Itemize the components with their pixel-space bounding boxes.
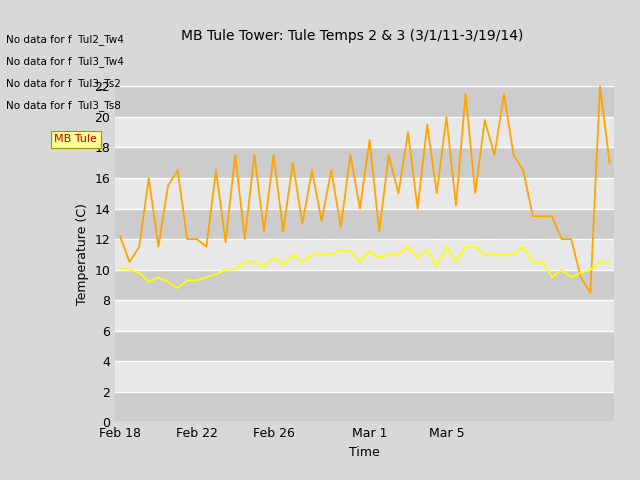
Bar — [115, 147, 614, 178]
Text: No data for f  Tul3_Tw4: No data for f Tul3_Tw4 — [6, 56, 124, 67]
Text: No data for f  Tul2_Tw4: No data for f Tul2_Tw4 — [6, 34, 124, 45]
Bar — [115, 300, 614, 331]
Bar — [115, 270, 614, 300]
Bar — [115, 209, 614, 239]
Bar — [115, 178, 614, 209]
Bar — [115, 117, 614, 147]
Bar — [115, 86, 614, 117]
Bar — [115, 392, 614, 422]
Text: No data for f  Tul3_Ts8: No data for f Tul3_Ts8 — [6, 100, 121, 111]
Bar — [115, 239, 614, 270]
X-axis label: Time: Time — [349, 446, 380, 459]
Bar — [115, 331, 614, 361]
Text: MB Tule: MB Tule — [54, 134, 97, 144]
Text: No data for f  Tul3_Ts2: No data for f Tul3_Ts2 — [6, 78, 121, 89]
Bar — [115, 361, 614, 392]
Text: MB Tule Tower: Tule Temps 2 & 3 (3/1/11-3/19/14): MB Tule Tower: Tule Temps 2 & 3 (3/1/11-… — [181, 29, 523, 43]
Y-axis label: Temperature (C): Temperature (C) — [76, 204, 89, 305]
